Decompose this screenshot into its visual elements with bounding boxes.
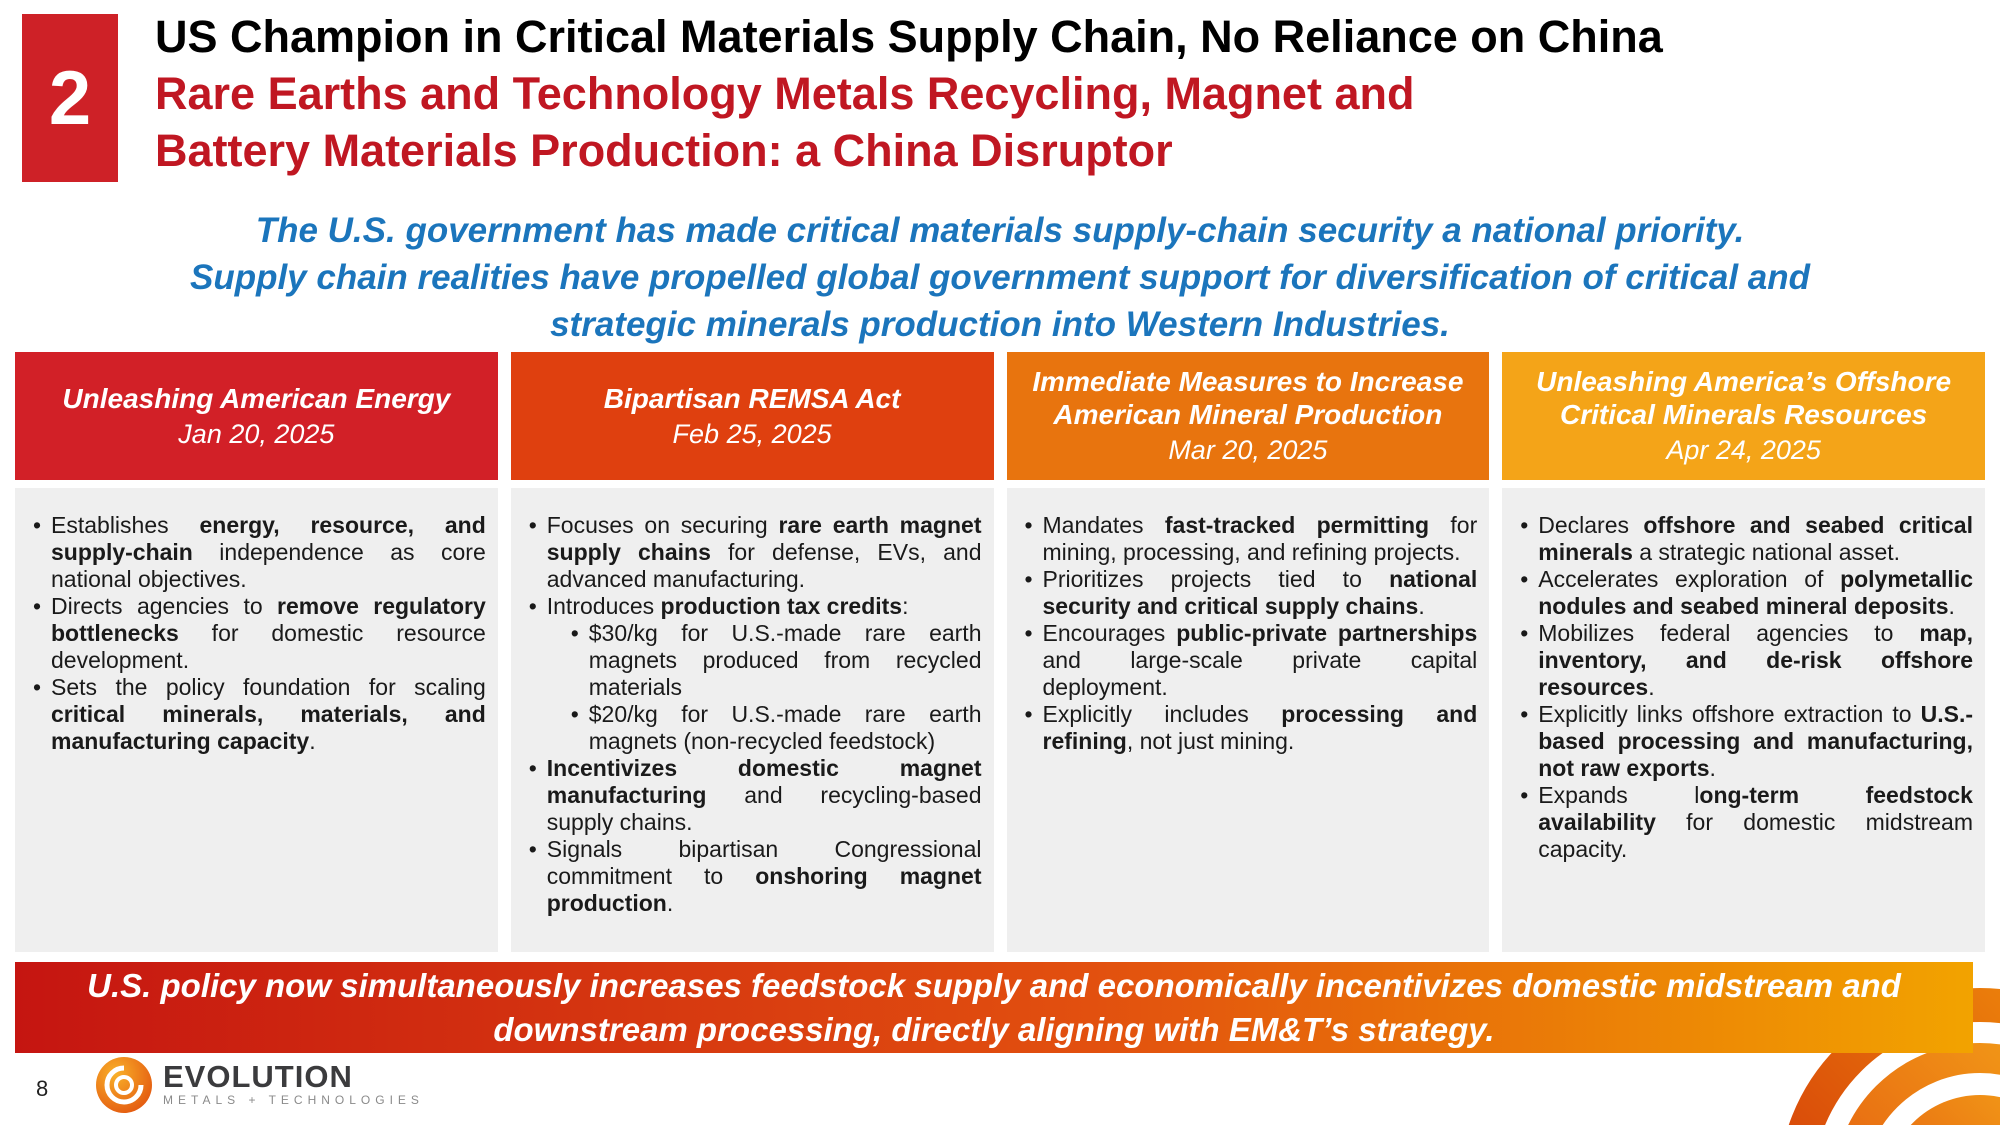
bullet-text: Signals bipartisan Congressional commitm… [546,836,982,916]
bullet-text: Directs agencies to remove regulatory bo… [51,593,486,673]
bullet-text: Mandates fast-tracked permitting for min… [1042,512,1478,565]
column-body: • Declares offshore and seabed critical m… [1502,488,1985,952]
bullet-icon: • [570,701,579,727]
column-header-title: Immediate Measures to Increase American … [1032,366,1464,430]
bullet-item: • Prioritizes projects tied to national s… [1015,566,1478,620]
executive-order-columns: Unleashing American Energy Jan 20, 2025 … [15,352,1985,952]
bullet-icon: • [528,755,537,781]
banner-line-2: downstream processing, directly aligning… [493,1010,1495,1048]
bullet-item: • Declares offshore and seabed critical m… [1510,512,1973,566]
bullet-item: • Mobilizes federal agencies to map, inve… [1510,620,1973,701]
bullet-item: • Sets the policy foundation for scaling … [23,674,486,755]
bullet-icon: • [1520,512,1529,538]
bullet-icon: • [570,620,579,646]
bullet-item: • Expands long-term feedstock availabilit… [1510,782,1973,863]
bullet-icon: • [1024,566,1033,592]
column-header-date: Mar 20, 2025 [1168,435,1328,465]
bullet-item: • Accelerates exploration of polymetallic… [1510,566,1973,620]
bullet-text: Mobilizes federal agencies to map, inven… [1538,620,1973,700]
slide-title: US Champion in Critical Materials Supply… [155,8,1995,179]
bullet-icon: • [528,512,537,538]
policy-column: Bipartisan REMSA Act Feb 25, 2025 • Focus… [510,352,994,952]
logo-subtitle: METALS + TECHNOLOGIES [163,1093,424,1107]
bullet-icon: • [32,593,42,619]
bullet-text: Sets the policy foundation for scaling c… [51,674,486,754]
bullet-item: • Establishes energy, resource, and suppl… [23,512,486,593]
bullet-text: Expands long-term feedstock availability… [1538,782,1973,862]
bullet-item: • Directs agencies to remove regulatory b… [23,593,486,674]
logo-name: EVOLUTION [163,1059,353,1094]
column-header-date: Jan 20, 2025 [178,418,335,449]
bottom-banner: U.S. policy now simultaneously increases… [15,962,1973,1053]
bullet-item: • Encourages public-private partnerships … [1015,620,1478,701]
bullet-icon: • [1520,620,1529,646]
column-header: Immediate Measures to Increase American … [1006,352,1490,480]
slide-title-red-line1: Rare Earths and Technology Metals Recycl… [155,68,1415,119]
bullet-icon: • [1024,620,1033,646]
bullet-text: Incentivizes domestic magnet manufacturi… [546,755,982,835]
bullet-icon: • [1520,701,1529,727]
logo-swirl-icon [96,1057,152,1113]
banner-line-1: U.S. policy now simultaneously increases… [87,966,1901,1004]
sub-bullet-item: • $20/kg for U.S.-made rare earth magnets… [561,701,982,755]
slide-number: 2 [48,55,92,141]
slide-number-badge: 2 [22,14,118,182]
corner-swirl-icon [1788,988,2000,1125]
intro-line-2: Supply chain realities have propelled gl… [189,258,1811,297]
bullet-icon: • [528,836,537,862]
bullet-item: • Focuses on securing rare earth magnet s… [519,512,982,593]
slide-title-black: US Champion in Critical Materials Supply… [155,11,1663,62]
slide-title-red-line2: Battery Materials Production: a China Di… [155,125,1173,176]
bullet-icon: • [528,593,537,619]
column-header: Unleashing American Energy Jan 20, 2025 [15,352,498,480]
bullet-item: • Incentivizes domestic magnet manufactur… [519,755,982,836]
bullet-item: • Explicitly links offshore extraction to… [1510,701,1973,782]
column-header: Unleashing America’s Offshore Critical M… [1502,352,1985,480]
bullet-text: Establishes energy, resource, and supply… [51,512,486,592]
column-body: • Establishes energy, resource, and suppl… [15,488,498,952]
bullet-text: Explicitly links offshore extraction to … [1538,701,1973,781]
bullet-item: • Mandates fast-tracked permitting for mi… [1015,512,1478,566]
column-header-title: Bipartisan REMSA Act [603,382,901,414]
bullet-icon: • [1024,701,1033,727]
bullet-text: Prioritizes projects tied to national se… [1042,566,1478,619]
bullet-icon: • [1024,512,1033,538]
bullet-icon: • [32,512,42,538]
sub-bullet-item: • $30/kg for U.S.-made rare earth magnets… [561,620,982,701]
company-logo: EVOLUTION METALS + TECHNOLOGIES [95,1056,424,1114]
bullet-text: Explicitly includes processing and refin… [1042,701,1478,754]
bullet-icon: • [1520,566,1529,592]
page-number: 8 [36,1076,49,1101]
intro-statement: The U.S. government has made critical ma… [0,207,2000,348]
bullet-item: • Signals bipartisan Congressional commit… [519,836,982,917]
bullet-text: Declares offshore and seabed critical mi… [1538,512,1973,565]
bullet-icon: • [32,674,42,700]
bullet-item: • Introduces production tax credits: [519,593,982,620]
column-header-title: Unleashing American Energy [62,382,451,414]
bullet-item: • Explicitly includes processing and refi… [1015,701,1478,755]
bullet-text: Encourages public-private partnerships a… [1042,620,1478,700]
bullet-text: $20/kg for U.S.-made rare earth magnets … [588,701,982,754]
bullet-text: Introduces production tax credits: [546,593,909,619]
column-header-date: Feb 25, 2025 [672,418,832,449]
intro-line-1: The U.S. government has made critical ma… [255,211,1745,250]
policy-column: Unleashing American Energy Jan 20, 2025 … [15,352,498,952]
column-header-title: Unleashing America’s Offshore Critical M… [1536,366,1952,430]
bullet-text: Focuses on securing rare earth magnet su… [546,512,982,592]
column-body: • Mandates fast-tracked permitting for mi… [1006,488,1490,952]
bullet-text: $30/kg for U.S.-made rare earth magnets … [588,620,982,700]
column-header-date: Apr 24, 2025 [1666,435,1821,465]
bullet-text: Accelerates exploration of polymetallic … [1538,566,1973,619]
policy-column: Immediate Measures to Increase American … [1006,352,1490,952]
policy-column: Unleashing America’s Offshore Critical M… [1502,352,1985,952]
intro-line-3: strategic minerals production into Weste… [550,305,1450,344]
logo-text: EVOLUTION METALS + TECHNOLOGIES [163,1059,424,1108]
column-body: • Focuses on securing rare earth magnet s… [510,488,994,952]
bullet-icon: • [1520,782,1529,808]
column-header: Bipartisan REMSA Act Feb 25, 2025 [510,352,994,480]
